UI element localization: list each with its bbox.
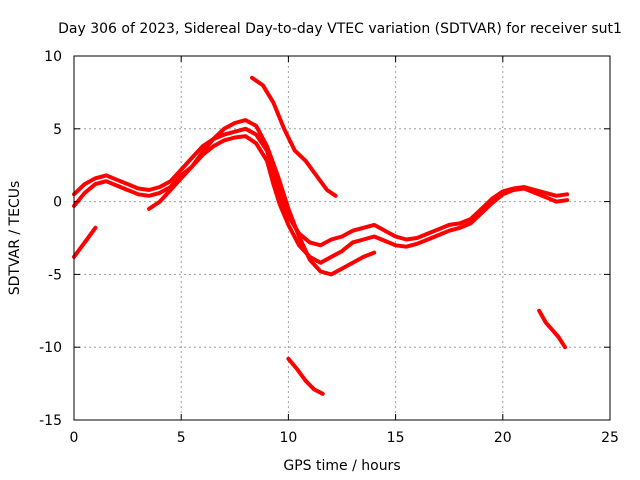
series-arc-5 bbox=[250, 75, 338, 198]
x-tick-label: 0 bbox=[70, 430, 79, 446]
series-arc-3 bbox=[147, 118, 377, 277]
y-tick-labels: -15 -10 -5 0 5 10 bbox=[39, 49, 62, 429]
y-axis-label: SDTVAR / TECUs bbox=[7, 181, 23, 296]
series-arc-6 bbox=[286, 356, 325, 396]
x-tick-label: 25 bbox=[601, 430, 619, 446]
series-arc-7 bbox=[537, 308, 567, 350]
y-tick-label: 0 bbox=[53, 195, 62, 211]
y-tick-label: -5 bbox=[48, 267, 62, 283]
axis-ticks bbox=[73, 55, 611, 421]
plot-frame bbox=[73, 55, 611, 421]
series-arc-2 bbox=[72, 134, 570, 265]
x-tick-label: 15 bbox=[387, 430, 405, 446]
y-tick-label: 5 bbox=[53, 122, 62, 138]
x-tick-label: 20 bbox=[494, 430, 512, 446]
x-axis-label: GPS time / hours bbox=[283, 458, 400, 474]
x-tick-label: 10 bbox=[279, 430, 297, 446]
y-tick-label: -10 bbox=[39, 340, 62, 356]
series-arc-4 bbox=[72, 225, 98, 259]
y-tick-label: -15 bbox=[39, 413, 62, 429]
y-tick-label: 10 bbox=[44, 49, 62, 65]
data-traces bbox=[72, 75, 570, 396]
x-tick-label: 5 bbox=[177, 430, 186, 446]
x-tick-labels: 0 5 10 15 20 25 bbox=[70, 430, 619, 446]
chart-title: Day 306 of 2023, Sidereal Day-to-day VTE… bbox=[58, 21, 622, 37]
series-arc-1 bbox=[72, 126, 570, 248]
